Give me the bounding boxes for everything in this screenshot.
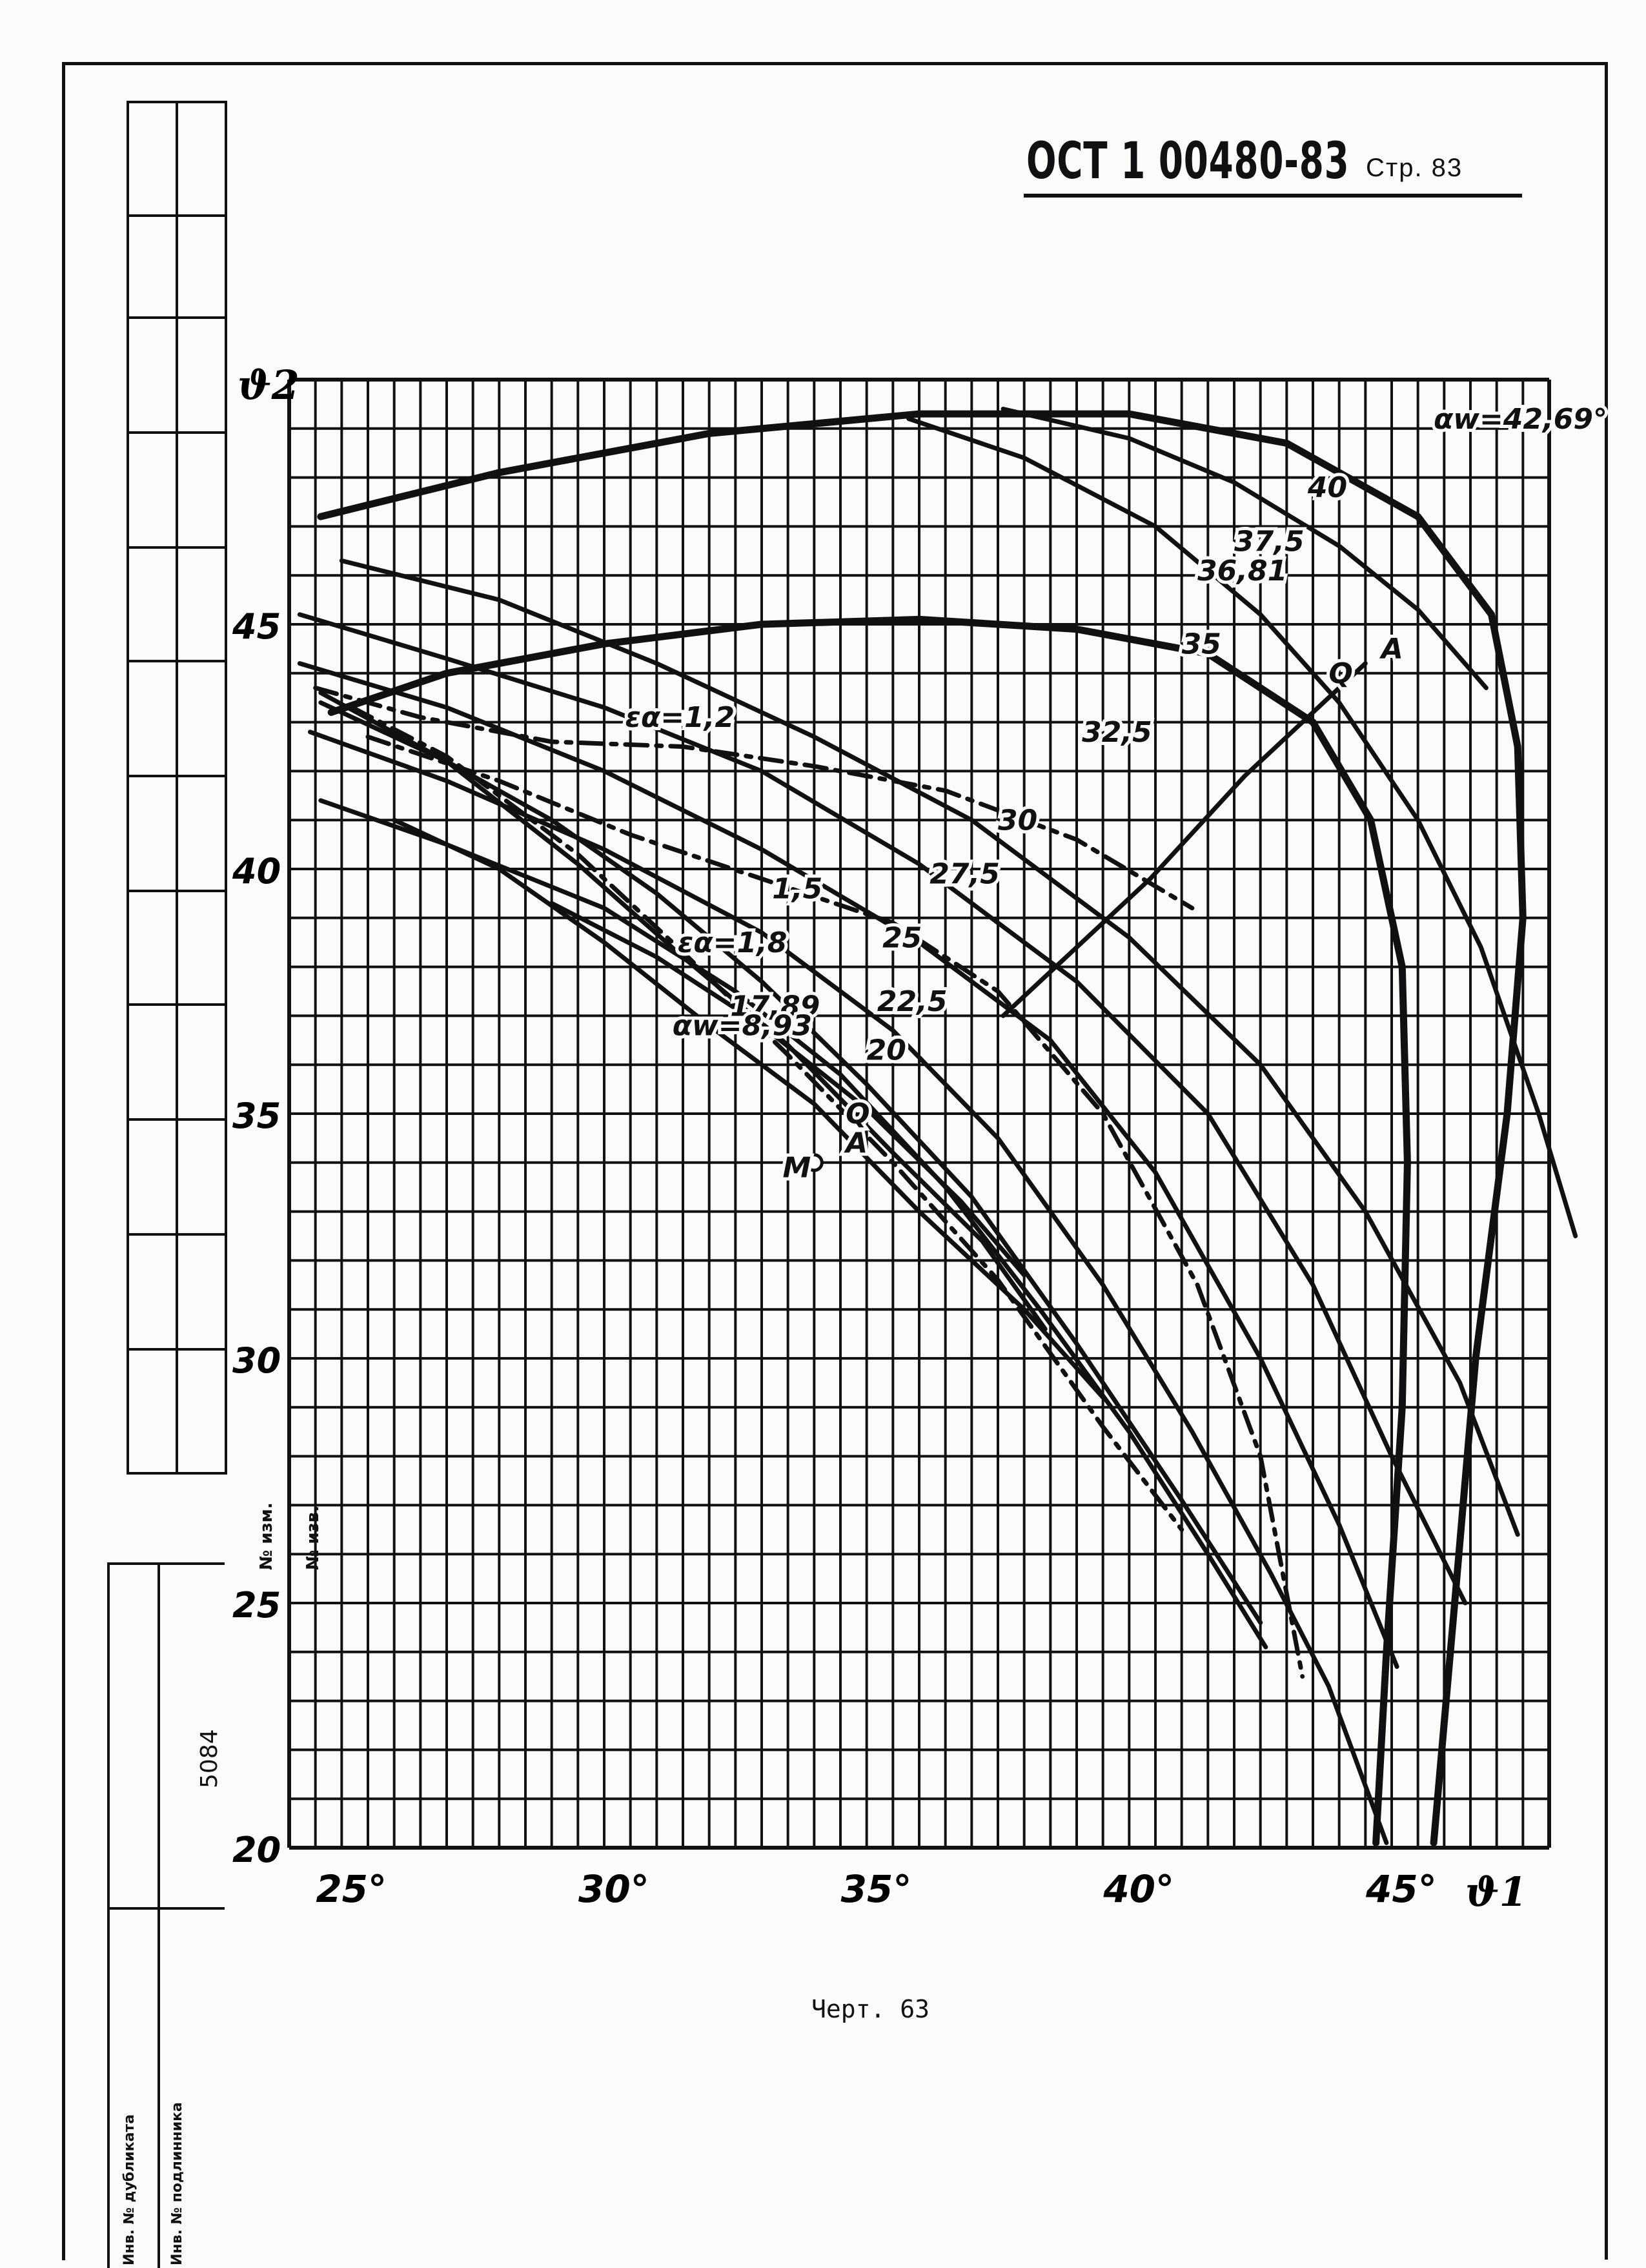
- chart-curves: [297, 407, 1578, 1846]
- page-frame: [62, 62, 1608, 2260]
- curve-label: 30: [998, 804, 1037, 837]
- figure-caption: Черт. 63: [811, 1995, 930, 2023]
- series-line-w-8-93: [549, 901, 1027, 1278]
- curve-label: Q: [1328, 657, 1352, 690]
- revision-row: [129, 775, 225, 777]
- revision-row: [129, 1003, 225, 1006]
- curve-label: 25: [882, 921, 922, 954]
- x-tick-label: 30°: [578, 1867, 649, 1911]
- series-line-1-2: [313, 686, 1195, 911]
- series-line-35: [339, 558, 1520, 1537]
- inventory-table-column: [157, 1565, 160, 2268]
- inventory-table: [107, 1562, 225, 2268]
- page-number: Стр. 83: [1366, 154, 1463, 182]
- curve-label: αw=8,93: [673, 1010, 812, 1043]
- revision-row: [129, 431, 225, 434]
- y-axis-label: ϑ2: [238, 362, 300, 409]
- y-tick-label: 40: [232, 851, 281, 892]
- curve-label: A: [1379, 633, 1403, 666]
- marker-point: [804, 1153, 824, 1172]
- y-tick-label: 25: [232, 1585, 281, 1626]
- y-tick-label: 30: [232, 1340, 281, 1381]
- x-tick-label: 45°: [1365, 1867, 1437, 1911]
- curve-label: 36,81: [1197, 555, 1287, 587]
- revision-table: № изм. № изв.: [127, 101, 323, 1570]
- curve-label: 27,5: [930, 858, 1000, 891]
- curve-label: εα=1,8: [678, 926, 787, 959]
- series-line-22-5: [318, 700, 1263, 1625]
- x-tick-label: 25°: [316, 1867, 387, 1911]
- curve-label: 20: [867, 1034, 906, 1067]
- series-line-25: [318, 798, 1268, 1650]
- y-tick-label: 20: [232, 1830, 281, 1870]
- document-code: ОСТ 1 00480-83: [1026, 132, 1350, 190]
- series-line-w-42-69: [317, 410, 1527, 1846]
- y-tick-label: 35: [232, 1096, 281, 1136]
- series-line-q-a-line: [1001, 661, 1368, 1018]
- revision-row: [129, 1118, 225, 1121]
- series-line-1-8: [350, 705, 1184, 1532]
- x-tick-label: 35°: [841, 1867, 912, 1911]
- series-line-36-81: [327, 615, 1411, 1846]
- curve-label: 37,5: [1234, 525, 1305, 558]
- curve-label: A: [844, 1127, 868, 1160]
- y-tick-label: 45: [232, 606, 281, 647]
- revision-row: [129, 1233, 225, 1236]
- series-line-37-5: [906, 416, 1578, 1238]
- revision-row: [129, 546, 225, 549]
- curve-label: αw=42,69°: [1434, 403, 1607, 436]
- page-frame-right: [1605, 65, 1608, 2260]
- revision-row: [129, 1348, 225, 1351]
- curve-label: 40: [1307, 471, 1347, 504]
- curve-label: 17,89: [730, 990, 820, 1023]
- series-line-1-5: [365, 734, 1305, 1679]
- series-line-32-5: [297, 612, 1468, 1606]
- x-tick-label: 40°: [1102, 1867, 1174, 1911]
- curve-label: 1,5: [772, 872, 822, 905]
- curve-label: Q: [846, 1098, 869, 1130]
- revision-row: [129, 214, 225, 217]
- series-line-30: [297, 661, 1399, 1669]
- revision-row: [129, 890, 225, 892]
- revision-row: [129, 660, 225, 662]
- chart-grid: [287, 378, 1551, 1850]
- curve-label: M: [783, 1152, 811, 1185]
- revision-row: [129, 316, 225, 319]
- curve-label: 22,5: [877, 985, 948, 1018]
- inventory-row: [110, 1907, 225, 1910]
- series-line-40: [1001, 407, 1489, 690]
- series-line-20: [392, 817, 1106, 1400]
- revision-table-column: [176, 103, 178, 1472]
- curve-label: 32,5: [1082, 716, 1152, 749]
- chart-ticks: 25° 30° 35° 40° 45° 20 25 30 35 40 45: [232, 606, 1437, 1911]
- curve-label: εα=1,2: [625, 701, 735, 734]
- curve-label: 35: [1182, 628, 1221, 660]
- header-rule: [1024, 194, 1522, 198]
- x-axis-label: ϑ1: [1465, 1868, 1527, 1916]
